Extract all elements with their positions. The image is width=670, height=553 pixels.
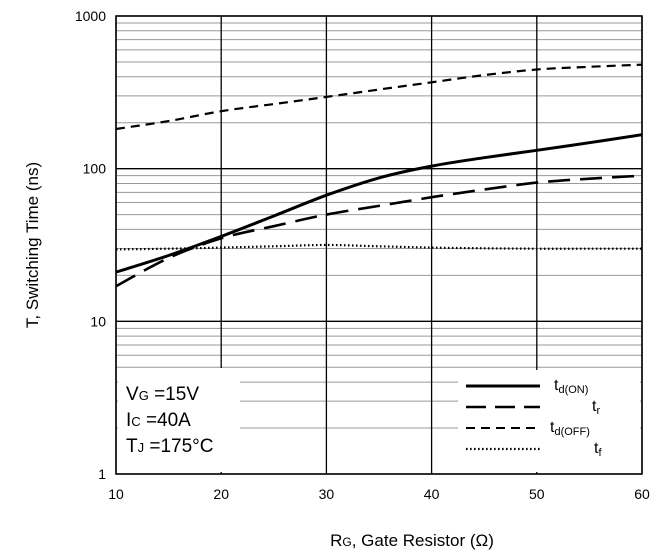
series-line-3: [115, 243, 642, 251]
legend-label-td-off-main: t: [550, 419, 555, 436]
legend-label-td-on: td(ON): [554, 377, 588, 396]
y-tick-label: 1000: [75, 8, 106, 24]
condition-vg-main: V: [126, 384, 139, 405]
legend-label-td-on-main: t: [554, 377, 559, 394]
legend-label-td-on-sub: d(ON): [558, 384, 588, 396]
condition-tj: TJ =175°C: [126, 436, 214, 457]
condition-tj-main: T: [126, 436, 138, 457]
x-tick-label: 30: [319, 486, 335, 502]
x-axis-label-rest: , Gate Resistor (Ω): [352, 531, 494, 550]
y-tick-label: 10: [90, 313, 106, 329]
conditions-box: VG =15V IC =40A TJ =175°C: [118, 368, 240, 472]
x-axis-label-main: R: [330, 531, 342, 550]
condition-ic-rest: =40A: [141, 410, 192, 431]
y-tick-labels: 1 10 100 1000: [75, 8, 106, 482]
condition-ic: IC =40A: [126, 410, 191, 431]
series-line-1: [115, 174, 643, 288]
legend-label-td-off-sub: d(OFF): [554, 426, 589, 438]
x-tick-label: 10: [108, 486, 124, 502]
legend-label-tr-main: t: [592, 398, 597, 415]
condition-vg-rest: =15V: [149, 384, 200, 405]
series-lines: [115, 63, 643, 288]
condition-vg-sub: G: [139, 388, 149, 403]
legend-label-tf: tf: [594, 440, 602, 459]
conditions-box-background: [118, 368, 240, 472]
x-axis-label: RG, Gate Resistor (Ω): [330, 531, 494, 550]
x-tick-label: 60: [634, 486, 650, 502]
legend-label-tr-sub: r: [596, 405, 600, 417]
legend-label-tf-main: t: [594, 440, 599, 457]
y-tick-label: 1: [98, 466, 106, 482]
plot-frame: [115, 15, 643, 475]
condition-vg: VG =15V: [126, 384, 199, 405]
legend-label-td-off: td(OFF): [550, 419, 590, 438]
legend-label-tf-sub: f: [598, 447, 602, 459]
series-line-2: [115, 63, 643, 131]
condition-tj-sub: J: [138, 440, 145, 455]
y-tick-label: 100: [83, 161, 107, 177]
x-tick-label: 20: [213, 486, 229, 502]
legend-label-tr: tr: [592, 398, 600, 417]
x-tick-label: 50: [529, 486, 545, 502]
x-tick-label: 40: [424, 486, 440, 502]
legend: td(ON) tr td(OFF) tf: [458, 370, 640, 472]
x-axis-label-sub: G: [342, 535, 351, 549]
condition-tj-rest: =175°C: [144, 436, 213, 457]
y-axis-label: T, Switching Time (ns): [23, 162, 42, 328]
condition-ic-sub: C: [131, 414, 140, 429]
x-tick-labels: 10 20 30 40 50 60: [108, 486, 650, 502]
condition-ic-main: I: [126, 410, 131, 431]
